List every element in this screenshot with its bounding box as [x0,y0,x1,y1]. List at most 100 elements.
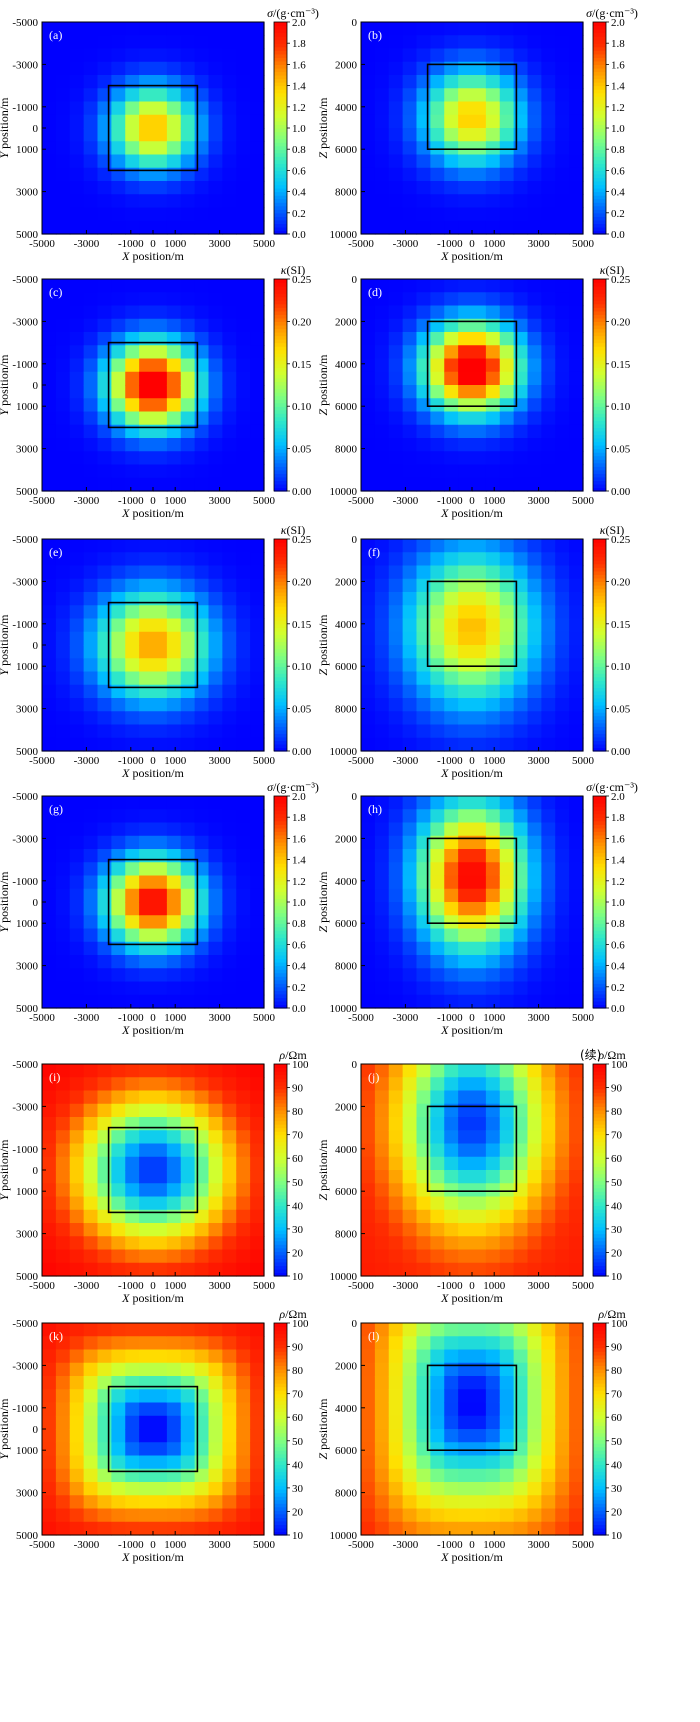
heatmap-cell [250,605,265,620]
heatmap-cell [374,207,390,222]
heatmap-cell [485,698,501,712]
heatmap-cell [194,1349,210,1364]
heatmap-cell [194,631,210,646]
heatmap-cell [166,1429,182,1443]
heatmap-cell [139,181,154,195]
heatmap-cell [444,796,459,810]
heatmap-cell [444,1429,459,1443]
heatmap-cell [361,684,376,699]
heatmap-cell [388,605,404,620]
colorbar-step [593,1106,606,1111]
heatmap-cell [166,1103,182,1118]
colorbar-step [274,902,287,907]
heatmap-cell [458,955,473,969]
heatmap-cell [388,1336,404,1351]
heatmap-cell [250,1495,265,1510]
heatmap-cell [402,35,418,50]
heatmap-cell [402,1262,418,1277]
colorbar-step [274,1184,287,1189]
heatmap-cell [527,398,542,413]
colorbar-step [274,1337,287,1342]
colorbar-step [593,1496,606,1501]
heatmap-cell [472,305,487,320]
heatmap-cell [69,1196,85,1211]
heatmap-cell [444,207,459,222]
heatmap-cell [83,477,99,492]
heatmap-cell [472,1376,487,1390]
heatmap-cell [513,1170,529,1184]
colorbar-step [593,827,606,832]
heatmap-cell [69,101,85,116]
heatmap-cell [444,552,459,567]
heatmap-cell [444,1468,459,1483]
heatmap-cell [55,181,71,195]
heatmap-cell [194,539,210,553]
heatmap-cell [153,835,168,850]
heatmap-cell [69,207,85,222]
heatmap-cell [458,1262,473,1277]
heatmap-cell [402,671,418,686]
heatmap-cell [125,981,140,996]
heatmap-cell [527,631,542,646]
heatmap-cell [111,141,126,156]
heatmap-cell [472,994,487,1009]
heatmap-cell [513,835,529,850]
heatmap-cell [458,994,473,1009]
heatmap-cell [555,1508,570,1523]
heatmap-cell [569,631,584,646]
heatmap-cell [83,1415,99,1430]
heatmap-cell [555,88,570,103]
heatmap-cell [222,154,237,169]
colorbar-step [274,1085,287,1090]
heatmap-cell [180,451,196,466]
heatmap-cell [236,822,251,837]
heatmap-cell [416,671,431,686]
heatmap-cell [541,698,556,712]
heatmap-cell [513,88,529,103]
heatmap-cell [208,332,223,346]
colorbar-step [593,1244,606,1249]
heatmap-cell [153,194,168,209]
heatmap-cell [527,1389,542,1404]
heatmap-cell [153,955,168,969]
colorbar-step [274,986,287,991]
heatmap-cell [416,1455,431,1470]
heatmap-cell [458,862,473,877]
heatmap-cell [153,1323,168,1337]
heatmap-cell [499,796,515,810]
heatmap-cell [69,1323,85,1337]
colorbar-step [593,595,606,600]
colorbar-step [274,912,287,917]
heatmap-cell [374,862,390,877]
heatmap-cell [430,565,445,580]
y-tick-label: 5000 [16,229,39,241]
heatmap-cell [388,1170,404,1184]
heatmap-cell [166,809,182,824]
colorbar-label: σ/(g·cm⁻³) [586,780,638,794]
heatmap-cell [527,167,542,182]
heatmap-cell [361,292,376,307]
heatmap-cell [458,796,473,810]
heatmap-cell [513,822,529,837]
heatmap-cell [139,875,154,890]
heatmap-cell [444,1170,459,1184]
heatmap-cell [527,451,542,466]
heatmap-cell [569,358,584,373]
heatmap-cell [569,128,584,142]
heatmap-cell [555,1236,570,1251]
colorbar-step [593,955,606,960]
heatmap-cell [208,1389,223,1404]
colorbar-step [593,381,606,386]
colorbar-tick-label: 0.6 [611,165,625,177]
heatmap-cell [125,822,140,837]
colorbar-step [593,1453,606,1458]
heatmap-cell [42,194,57,209]
heatmap-cell [139,565,154,580]
heatmap-cell [458,1415,473,1430]
heatmap-cell [388,464,404,479]
colorbar-step [593,473,606,478]
colorbar-tick-label: 0.8 [292,918,306,930]
heatmap-cell [166,1262,182,1277]
heatmap-cell [458,181,473,195]
heatmap-cell [97,88,112,103]
